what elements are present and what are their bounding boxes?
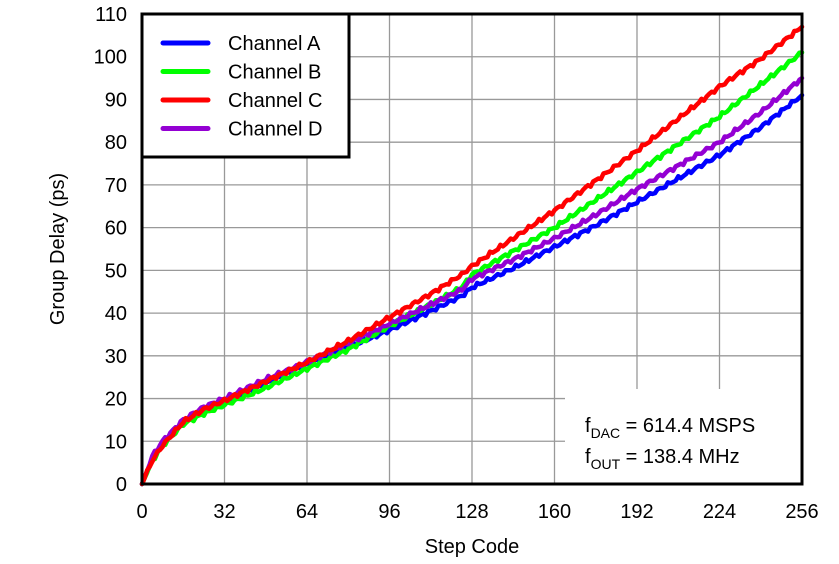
x-tick-label: 224	[703, 501, 736, 523]
x-tick-label: 160	[538, 501, 571, 523]
legend-label-channel-a: Channel A	[228, 33, 321, 55]
series-line-channel-a	[139, 92, 805, 487]
plot-frame	[140, 12, 804, 486]
x-tick-label: 256	[785, 501, 818, 523]
y-tick-label: 110	[95, 4, 127, 26]
y-tick-label: 40	[105, 303, 127, 325]
fout-annotation: fOUT = 138.4 MHz	[585, 446, 740, 472]
y-tick-label: 50	[105, 260, 127, 282]
legend: Channel A Channel B Channel C Channel D	[140, 12, 351, 159]
x-tick-label: 192	[620, 501, 653, 523]
legend-label-channel-c: Channel C	[228, 90, 323, 112]
series-line-channel-c	[139, 24, 805, 487]
y-tick-label: 80	[105, 132, 127, 154]
x-axis-label: Step Code	[425, 536, 520, 558]
data-series	[139, 24, 805, 487]
annotation-box: fDAC = 614.4 MSPS fOUT = 138.4 MHz	[565, 389, 802, 484]
x-tick-label: 64	[296, 501, 318, 523]
x-tick-label: 96	[378, 501, 400, 523]
x-tick-label: 32	[213, 501, 235, 523]
legend-label-channel-b: Channel B	[228, 62, 321, 84]
y-tick-label: 0	[116, 474, 127, 496]
y-axis-label: Group Delay (ps)	[47, 173, 69, 325]
y-tick-label: 20	[105, 389, 127, 411]
y-tick-label: 100	[94, 47, 127, 69]
y-tick-label: 10	[105, 431, 127, 453]
y-tick-label: 70	[105, 175, 127, 197]
x-tick-label: 0	[136, 501, 147, 523]
axis-ticks: 0 32 64 96 128 160 192 224 256 0 10 20 30 40 50 60 70 80 9…	[94, 4, 819, 523]
fdac-annotation: fDAC = 614.4 MSPS	[585, 415, 755, 441]
legend-label-channel-d: Channel D	[228, 119, 323, 141]
y-tick-label: 60	[105, 218, 127, 240]
series-line-channel-b	[139, 50, 805, 487]
y-tick-label: 90	[105, 89, 127, 111]
grid-lines	[142, 14, 802, 484]
y-tick-label: 30	[105, 346, 127, 368]
x-tick-label: 128	[455, 501, 488, 523]
